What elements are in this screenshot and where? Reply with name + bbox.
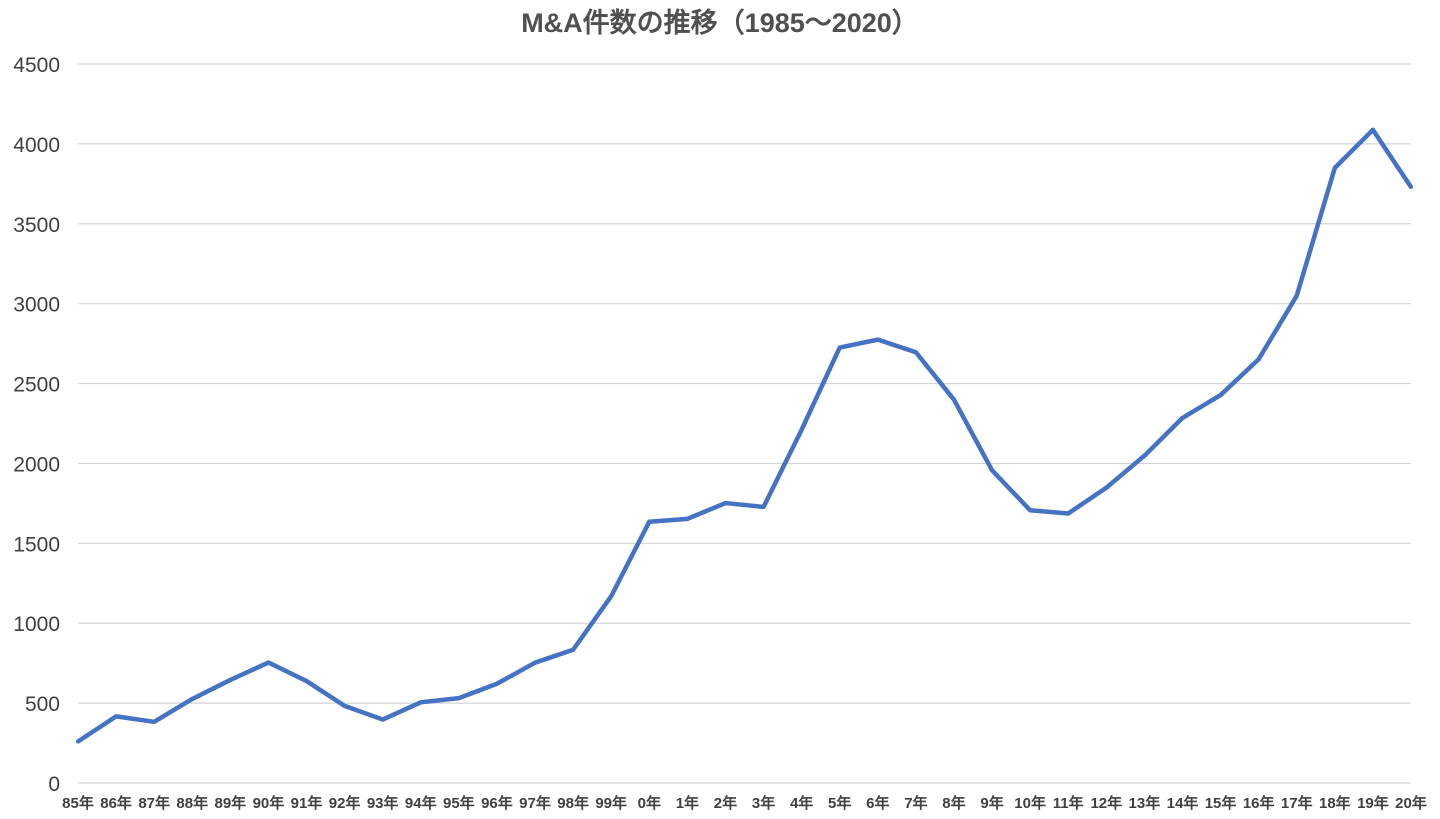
y-tick-label: 1000 <box>13 613 60 636</box>
y-axis-ticks: 0 500 1000 1500 2000 2500 3000 3500 4000 4500 <box>13 54 60 796</box>
x-tick-label: 12年 <box>1090 794 1122 812</box>
gridlines <box>78 63 1411 784</box>
data-point <box>1218 393 1223 398</box>
data-point <box>837 345 842 350</box>
x-tick-label: 97年 <box>519 794 551 812</box>
y-tick-label: 0 <box>48 773 60 796</box>
y-tick-label: 3500 <box>13 214 60 237</box>
y-tick-label: 500 <box>25 693 60 716</box>
x-tick-label: 7年 <box>904 794 927 812</box>
x-tick-label: 15年 <box>1205 794 1237 812</box>
data-point <box>266 660 271 665</box>
data-point <box>1028 508 1033 513</box>
data-point <box>1180 415 1185 420</box>
data-point <box>114 714 119 719</box>
x-tick-label: 14年 <box>1167 794 1199 812</box>
x-tick-label: 95年 <box>443 794 475 812</box>
series-group <box>76 127 1413 744</box>
x-tick-label: 8年 <box>942 794 965 812</box>
data-point <box>1066 511 1071 516</box>
data-point <box>990 468 995 473</box>
x-tick-label: 94年 <box>405 794 437 812</box>
data-point <box>571 647 576 652</box>
y-tick-label: 1500 <box>13 533 60 556</box>
x-tick-label: 16年 <box>1243 794 1275 812</box>
data-point <box>456 696 461 701</box>
x-tick-label: 2年 <box>714 794 737 812</box>
x-tick-label: 90年 <box>253 794 285 812</box>
y-tick-label: 4500 <box>13 54 60 77</box>
x-tick-label: 6年 <box>866 794 889 812</box>
x-tick-label: 17年 <box>1281 794 1313 812</box>
data-point <box>1142 453 1147 458</box>
x-tick-label: 96年 <box>481 794 513 812</box>
data-point <box>418 700 423 705</box>
x-tick-label: 87年 <box>138 794 170 812</box>
x-tick-label: 89年 <box>214 794 246 812</box>
data-point <box>647 519 652 524</box>
series-line <box>76 127 1413 744</box>
x-axis-ticks: 85年 86年 87年 88年 89年 90年 91年 92年 93年 94年 95年 96年 97年 9… <box>62 794 1427 812</box>
data-point <box>1409 185 1413 190</box>
x-tick-label: 11年 <box>1053 794 1084 812</box>
x-tick-label: 1年 <box>676 794 699 812</box>
x-tick-label: 4年 <box>790 794 813 812</box>
chart-title: M&A件数の推移（1985～2020） <box>521 8 919 38</box>
x-tick-label: 85年 <box>62 794 94 812</box>
x-tick-label: 10年 <box>1014 794 1046 812</box>
x-tick-label: 18年 <box>1319 794 1351 812</box>
data-point <box>761 504 766 509</box>
data-point <box>951 397 956 402</box>
y-tick-label: 2500 <box>13 374 60 397</box>
data-point <box>1294 293 1299 298</box>
x-tick-label: 19年 <box>1357 794 1389 812</box>
x-tick-label: 5年 <box>828 794 851 812</box>
x-tick-label: 98年 <box>557 794 589 812</box>
y-tick-label: 3000 <box>13 294 60 317</box>
data-point <box>723 501 728 506</box>
x-tick-label: 91年 <box>291 794 323 812</box>
data-point <box>190 696 195 701</box>
data-point <box>875 337 880 342</box>
data-point <box>1104 485 1109 490</box>
data-point <box>1332 165 1337 170</box>
x-tick-label: 88年 <box>176 794 208 812</box>
x-tick-label: 0年 <box>638 794 661 812</box>
data-point <box>609 594 614 599</box>
data-point <box>533 660 538 665</box>
data-point <box>380 717 385 722</box>
data-point <box>685 516 690 521</box>
data-point <box>913 350 918 355</box>
x-tick-label: 92年 <box>329 794 361 812</box>
data-point <box>799 427 804 432</box>
data-point <box>304 679 309 684</box>
y-tick-label: 4000 <box>13 134 60 157</box>
x-tick-label: 93年 <box>367 794 399 812</box>
data-point <box>228 677 233 682</box>
x-tick-label: 99年 <box>595 794 627 812</box>
x-tick-label: 13年 <box>1129 794 1161 812</box>
data-point <box>152 719 157 724</box>
data-point <box>1256 357 1261 362</box>
data-point <box>1370 127 1375 132</box>
data-point <box>76 739 80 744</box>
data-point <box>342 703 347 708</box>
x-tick-label: 9年 <box>980 794 1003 812</box>
y-tick-label: 2000 <box>13 453 60 476</box>
data-point <box>494 681 499 686</box>
x-tick-label: 86年 <box>100 794 132 812</box>
x-tick-label: 3年 <box>752 794 775 812</box>
x-tick-label: 20年 <box>1395 794 1427 812</box>
